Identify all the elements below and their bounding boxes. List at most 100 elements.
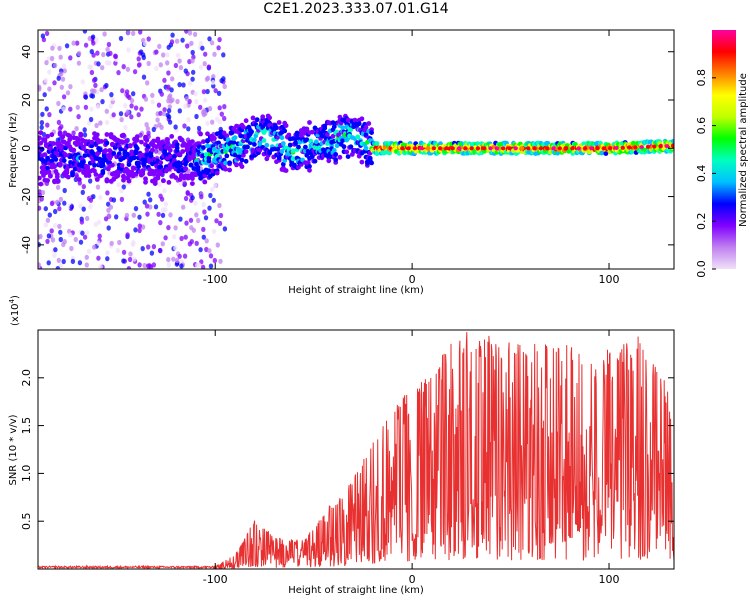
spectrogram-noise-cell <box>92 88 97 94</box>
spectrogram-noise-cell <box>183 103 188 109</box>
spectrogram-noise-cell <box>97 233 102 239</box>
spectrogram-noise-cell <box>208 253 214 259</box>
spectrogram-noise-cell <box>131 91 136 97</box>
spectrogram-noise-cell <box>222 104 227 110</box>
spectrogram-noise-cell <box>102 31 107 37</box>
spectrogram-ridge-cell <box>334 143 340 149</box>
spectrogram-noise-cell <box>159 91 164 97</box>
spectrogram-peak-cell <box>494 146 499 151</box>
spectrogram-noise-cell <box>83 42 89 48</box>
spectrogram-ridge-cell <box>359 116 365 122</box>
spectrogram-ridge-cell <box>94 132 100 138</box>
spectrogram-noise-cell <box>91 77 97 83</box>
snr-x-tick-label: -100 <box>203 573 228 586</box>
spectrogram-noise-cell <box>166 108 172 114</box>
spectrogram-noise-cell <box>76 60 82 66</box>
spectrogram-peak-cell <box>645 144 651 149</box>
spectrogram-noise-cell <box>96 255 101 261</box>
spectrogram-noise-cell <box>75 40 80 46</box>
spectrogram-noise-cell <box>125 232 130 238</box>
spectrogram-noise-cell <box>179 235 184 242</box>
spectrogram-noise-cell <box>137 262 142 268</box>
spectrogram-noise-cell <box>91 194 96 200</box>
spectrogram-noise-cell <box>117 239 122 246</box>
spectrogram-noise-cell <box>198 40 204 46</box>
spectrogram-noise-cell <box>142 199 147 205</box>
spectrogram-noise-cell <box>133 227 138 233</box>
spectrogram-noise-cell <box>204 76 210 82</box>
spectrogram-noise-cell <box>83 94 89 100</box>
spectrogram-noise-cell <box>74 126 79 132</box>
spectrogram-noise-cell <box>202 108 207 114</box>
spectrogram-ridge-cell <box>143 176 148 182</box>
spectrogram-ridge-cell <box>331 124 337 130</box>
spectrogram-ridge-cell <box>227 160 233 166</box>
spectrogram-noise-cell <box>52 80 57 86</box>
spectrogram-noise-cell <box>58 263 63 269</box>
spectrogram-ridge-cell <box>121 174 126 180</box>
spectrogram-ridge-cell <box>314 139 319 145</box>
spectrogram-noise-cell <box>109 240 114 246</box>
spectrogram-peak-cell <box>538 146 544 151</box>
spectrogram-noise-cell <box>150 92 155 98</box>
spectrogram-noise-cell <box>53 223 58 229</box>
spectrogram-ridge-cell <box>174 142 180 148</box>
spectrogram-ridge-cell <box>119 139 125 145</box>
spectrogram-noise-cell <box>219 78 224 84</box>
spectrogram-noise-cell <box>45 122 50 128</box>
spectrogram-noise-cell <box>189 239 194 245</box>
spectrogram-noise-cell <box>101 52 106 58</box>
spectrogram-noise-cell <box>129 98 135 104</box>
spectrogram-ridge-cell <box>132 155 137 161</box>
spectrogram-ridge-cell <box>100 170 106 176</box>
spectrogram-noise-cell <box>162 188 167 194</box>
spectrogram-noise-cell <box>159 196 165 202</box>
spectrogram-noise-cell <box>208 263 214 269</box>
spectrogram-noise-cell <box>166 257 171 263</box>
spectrogram-noise-cell <box>177 58 182 64</box>
spectrogram-noise-cell <box>76 50 82 57</box>
spectrogram-ridge-cell <box>286 132 292 138</box>
spectrogram-peak-cell <box>570 146 575 151</box>
spectrogram-noise-cell <box>216 90 222 96</box>
spectrogram-noise-cell <box>162 77 167 83</box>
spectrogram-noise-cell <box>218 258 223 264</box>
spectrogram-ridge-cell <box>279 148 285 154</box>
snr-y-tick-label: 1.0 <box>20 465 33 483</box>
snr-scale-exponent: 4 <box>8 298 16 303</box>
spectrogram-ridge-cell <box>307 164 312 169</box>
spectrogram-noise-cell <box>203 51 208 57</box>
spectrogram-ridge-cell <box>369 160 374 166</box>
spectrogram-noise-cell <box>163 201 169 207</box>
spectrogram-noise-cell <box>163 235 168 241</box>
spectrogram-peak-cell <box>475 146 481 151</box>
spectrogram-noise-cell <box>108 204 114 210</box>
spectrogram-peak-cell <box>639 145 644 150</box>
spectrogram-noise-cell <box>71 130 76 136</box>
spectrogram-noise-cell <box>219 111 224 117</box>
spectrogram-ridge-cell <box>158 160 164 166</box>
spectrogram-noise-cell <box>157 122 162 128</box>
snr-ticks: -100 0 100 0.5 1.0 1.5 2.0 <box>20 330 674 586</box>
spectrogram-noise-cell <box>210 187 215 193</box>
spectrogram-noise-cell <box>77 260 83 266</box>
spectrogram-noise-cell <box>154 65 159 72</box>
spectrogram-ridge-cell <box>224 133 230 139</box>
spectrogram-ridge-cell <box>161 178 166 184</box>
spectrogram-ridge-cell <box>307 167 312 173</box>
spectrogram-noise-cell <box>96 61 101 67</box>
spectrogram-ridge-cell <box>363 132 369 138</box>
spectrogram-ridge-cell <box>97 147 103 153</box>
spectrogram-noise-cell <box>211 228 217 234</box>
spectrogram-ridge-cell <box>57 130 63 136</box>
spectrogram-ridge-cell <box>341 144 347 150</box>
spectrogram-noise-cell <box>47 112 52 118</box>
spectrogram-noise-cell <box>182 181 188 187</box>
spectrogram-noise-cell <box>170 97 175 103</box>
spectrogram-noise-cell <box>61 106 66 112</box>
spectrogram-y-tick-label: 0 <box>20 145 33 152</box>
spectrogram-ridge-cell <box>54 179 60 185</box>
spectrogram-ridge-cell <box>134 146 140 151</box>
spectrogram-noise-cell <box>222 115 227 122</box>
